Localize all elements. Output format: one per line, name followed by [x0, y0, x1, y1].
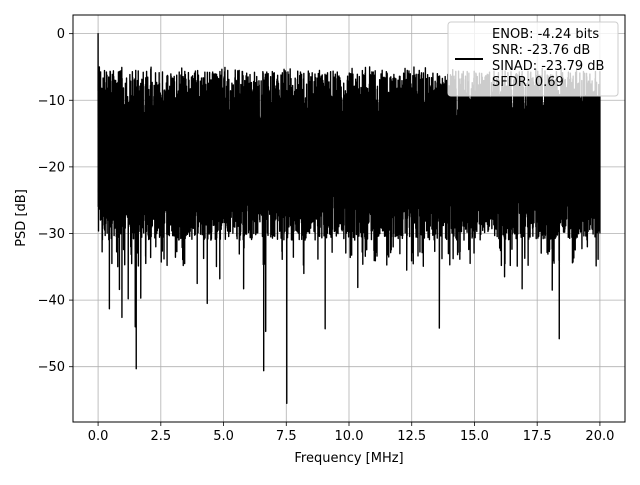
x-tick-label: 10.0: [335, 429, 364, 444]
legend-entry-sinad: SINAD: -23.79 dB: [492, 59, 604, 74]
x-tick-label: 17.5: [523, 429, 552, 444]
y-tick-label: −20: [38, 160, 65, 175]
legend-box: [447, 21, 619, 97]
x-tick-label: 7.5: [276, 429, 297, 444]
psd-series-line: [97, 32, 601, 405]
series-layer: [97, 32, 601, 405]
legend-entry-snr: SNR: -23.76 dB: [492, 43, 590, 58]
x-tick-label: 15.0: [460, 429, 489, 444]
y-tick-label: −40: [38, 294, 65, 309]
x-axis-label: Frequency [MHz]: [294, 451, 403, 466]
y-tick-label: −10: [38, 94, 65, 109]
x-axis-ticks: 0.0 2.5 5.0 7.5 10.0 12.5 15.0 17.5 20.0: [88, 422, 614, 444]
legend: ENOB: -4.24 bits SNR: -23.76 dB SINAD: -…: [447, 21, 619, 97]
y-axis-ticks: 0 −10 −20 −30 −40 −50: [38, 27, 73, 375]
y-axis-label: PSD [dB]: [14, 189, 29, 247]
x-tick-label: 0.0: [88, 429, 109, 444]
legend-entry-enob: ENOB: -4.24 bits: [492, 27, 599, 42]
y-tick-label: 0: [57, 27, 65, 42]
x-tick-label: 12.5: [397, 429, 426, 444]
legend-entry-sfdr: SFDR: 0.69: [492, 75, 564, 90]
y-tick-label: −50: [38, 360, 65, 375]
x-tick-label: 20.0: [585, 429, 614, 444]
y-tick-label: −30: [38, 227, 65, 242]
x-tick-label: 2.5: [150, 429, 171, 444]
x-tick-label: 5.0: [213, 429, 234, 444]
